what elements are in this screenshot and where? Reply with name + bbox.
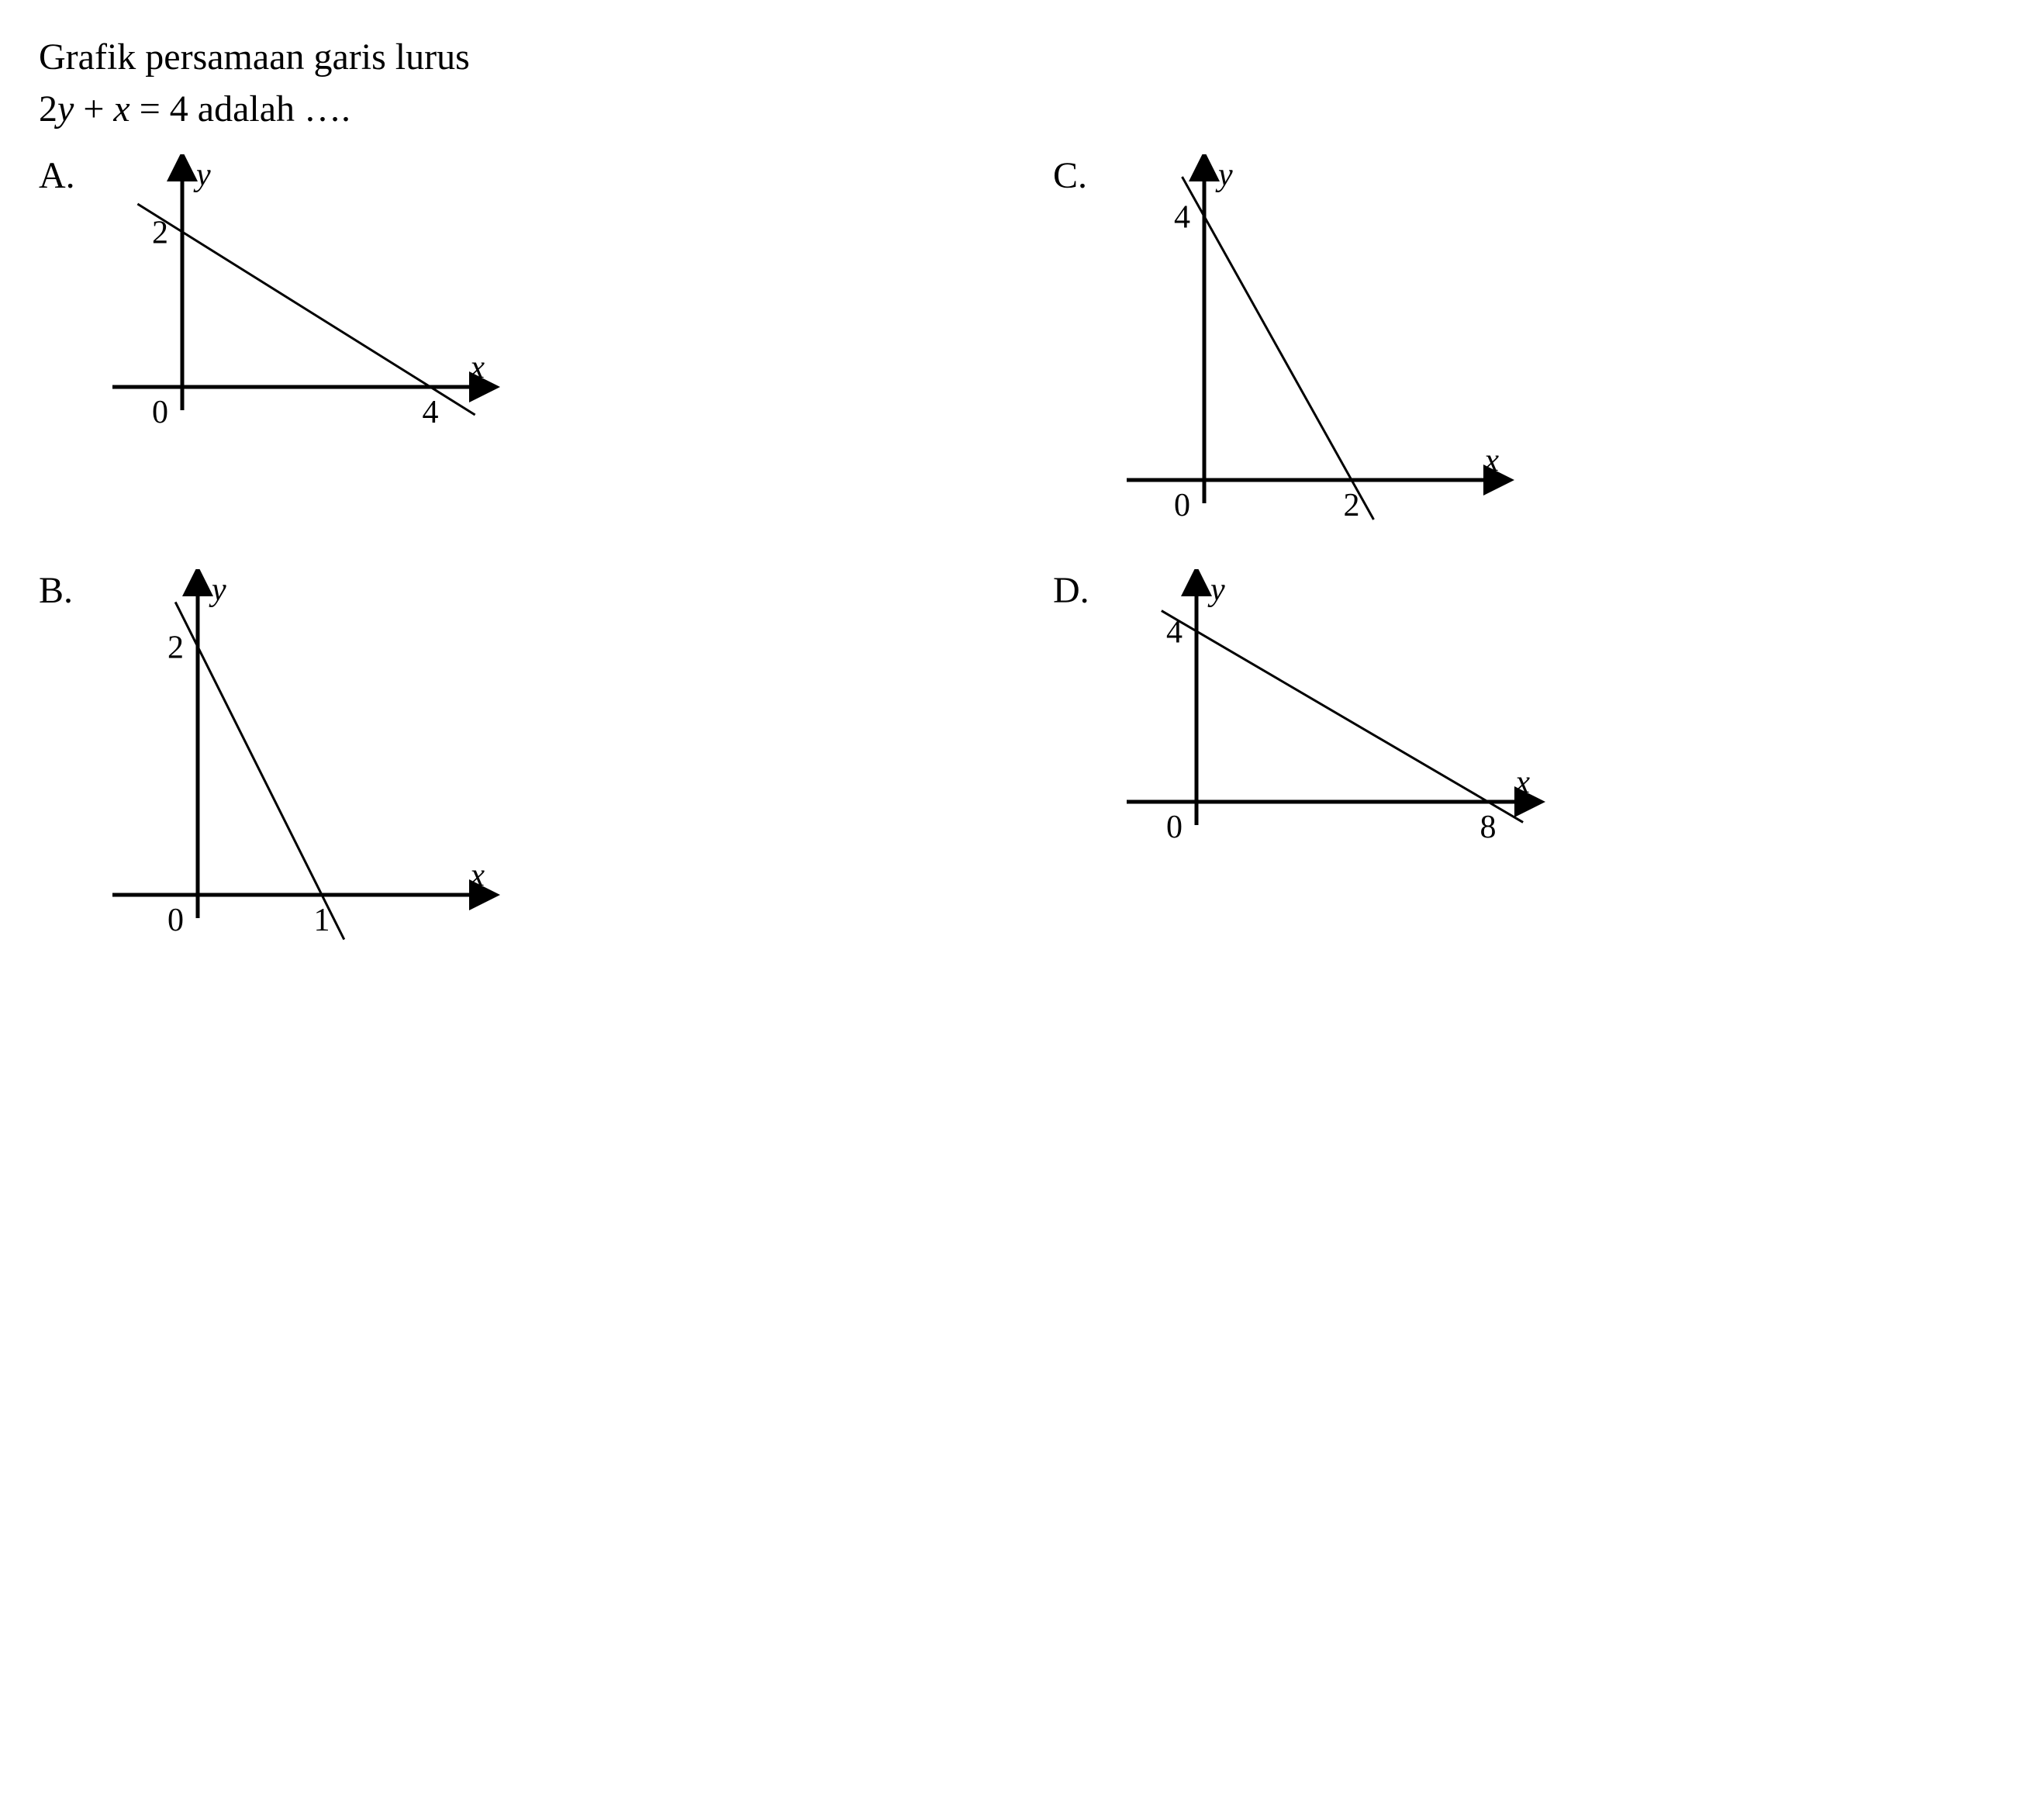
chart-C: 0 4 2 x y bbox=[1111, 154, 2005, 546]
option-label-D: D. bbox=[1053, 569, 1096, 612]
svg-text:0: 0 bbox=[1166, 810, 1183, 845]
svg-text:y: y bbox=[1215, 157, 1233, 193]
option-label-C: C. bbox=[1053, 154, 1096, 197]
svg-text:x: x bbox=[1514, 765, 1530, 800]
svg-text:x: x bbox=[1483, 443, 1499, 478]
question-text: Grafik persamaan garis lurus 2y + x = 4 … bbox=[39, 31, 2005, 135]
svg-text:x: x bbox=[469, 858, 485, 893]
chart-A: 0 2 4x y bbox=[97, 154, 991, 453]
svg-text:2: 2 bbox=[1344, 488, 1360, 523]
svg-text:8: 8 bbox=[1480, 810, 1497, 845]
chart-B: 0 2 1 x y bbox=[97, 569, 991, 961]
chart-D: 0 4 8x y bbox=[1111, 569, 2005, 868]
svg-text:0: 0 bbox=[167, 903, 184, 938]
question-line2: 2y + x = 4 adalah …. bbox=[39, 88, 350, 129]
svg-text:0: 0 bbox=[1174, 488, 1190, 523]
option-C: C. 0 4 2 x y bbox=[1053, 154, 2005, 546]
options-grid: A. 024xy C. 042xy B. 021xy D. 048xy bbox=[39, 154, 2005, 961]
option-label-B: B. bbox=[39, 569, 81, 612]
option-label-A: A. bbox=[39, 154, 81, 197]
svg-text:2: 2 bbox=[167, 630, 184, 666]
svg-text:1: 1 bbox=[314, 903, 330, 938]
svg-text:4: 4 bbox=[1174, 200, 1190, 236]
svg-text:x: x bbox=[469, 350, 485, 385]
svg-text:y: y bbox=[209, 572, 226, 608]
option-A: A. 0 2 4x y bbox=[39, 154, 991, 546]
option-B: B. 0 2 1 x y bbox=[39, 569, 991, 961]
svg-text:4: 4 bbox=[1166, 615, 1183, 651]
svg-text:4: 4 bbox=[423, 395, 439, 430]
svg-text:0: 0 bbox=[152, 395, 168, 430]
svg-text:y: y bbox=[1207, 572, 1225, 608]
svg-text:y: y bbox=[193, 157, 211, 193]
option-D: D. 0 4 8x y bbox=[1053, 569, 2005, 961]
svg-text:2: 2 bbox=[152, 216, 168, 251]
question-line1: Grafik persamaan garis lurus bbox=[39, 36, 470, 78]
